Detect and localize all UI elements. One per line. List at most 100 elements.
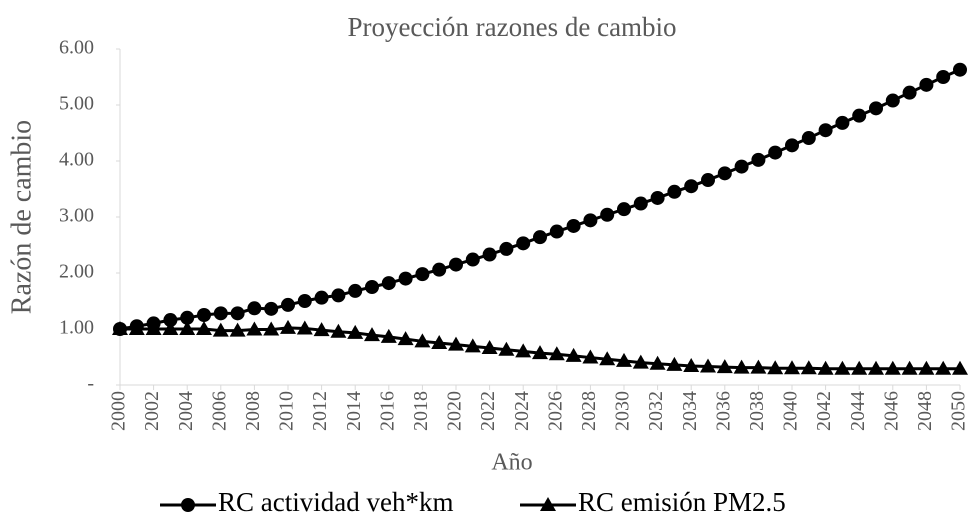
data-point xyxy=(246,321,263,336)
data-point xyxy=(381,276,396,291)
data-point xyxy=(885,93,900,108)
x-tick-label: 2046 xyxy=(880,391,902,431)
data-point xyxy=(632,354,649,369)
data-point xyxy=(280,319,296,334)
data-point xyxy=(431,335,448,349)
data-point xyxy=(347,324,364,339)
data-point xyxy=(432,262,447,277)
data-point xyxy=(179,321,196,335)
y-tick-label: 4.00 xyxy=(59,149,94,171)
data-point xyxy=(365,280,379,294)
data-point xyxy=(532,345,548,360)
data-point xyxy=(583,213,598,228)
x-tick-label: 2016 xyxy=(376,391,398,431)
data-point xyxy=(229,322,246,337)
x-tick-label: 2034 xyxy=(679,391,701,431)
data-point xyxy=(649,355,666,370)
x-tick-label: 2024 xyxy=(511,391,533,431)
data-point xyxy=(901,360,918,375)
data-point xyxy=(482,247,497,262)
data-point xyxy=(582,349,599,364)
data-point xyxy=(650,190,665,205)
data-point xyxy=(750,359,767,374)
data-point xyxy=(599,351,616,366)
data-point xyxy=(734,159,749,174)
data-point xyxy=(869,101,883,116)
data-point xyxy=(549,224,564,239)
data-point xyxy=(566,218,581,233)
x-tick-label: 2010 xyxy=(276,391,298,431)
data-point xyxy=(414,333,431,348)
x-tick-label: 2044 xyxy=(847,391,869,431)
data-point xyxy=(162,321,179,335)
data-point xyxy=(297,294,312,308)
data-point xyxy=(952,360,968,375)
data-point xyxy=(600,207,615,222)
legend-label: RC actividad veh*km xyxy=(218,487,453,517)
x-tick-label: 2028 xyxy=(578,391,600,431)
data-point xyxy=(918,360,935,375)
data-point xyxy=(197,308,211,322)
x-tick-label: 2050 xyxy=(948,391,970,431)
x-tick-label: 2006 xyxy=(208,391,230,431)
data-point xyxy=(196,321,212,335)
data-point xyxy=(533,230,547,245)
data-point xyxy=(398,271,413,286)
data-point xyxy=(281,297,295,312)
data-point xyxy=(449,257,463,272)
data-point xyxy=(683,357,700,372)
y-tick-label: 3.00 xyxy=(59,205,94,227)
data-point xyxy=(163,313,178,328)
data-point xyxy=(616,352,632,367)
legend-marker xyxy=(540,497,556,511)
data-point xyxy=(112,321,128,335)
x-tick-label: 2040 xyxy=(780,391,802,431)
x-tick-label: 2020 xyxy=(444,391,466,431)
data-point xyxy=(935,360,952,375)
data-point xyxy=(953,62,967,77)
data-point xyxy=(499,241,514,256)
data-point xyxy=(296,320,313,335)
x-tick-label: 2022 xyxy=(477,391,499,431)
data-point xyxy=(835,115,850,130)
data-point xyxy=(448,336,464,351)
data-point xyxy=(415,267,430,282)
data-point xyxy=(465,252,480,267)
data-point xyxy=(263,321,280,336)
data-point xyxy=(548,346,565,361)
data-point xyxy=(515,343,532,358)
data-point xyxy=(684,179,699,194)
data-point xyxy=(767,360,784,375)
data-point xyxy=(617,202,631,217)
data-point xyxy=(800,360,817,375)
data-point xyxy=(834,360,851,375)
data-point xyxy=(230,306,245,321)
x-tick-label: 2048 xyxy=(914,391,936,431)
y-axis-label: Razón de cambio xyxy=(6,120,37,314)
data-point xyxy=(801,131,816,146)
y-tick-label: 1.00 xyxy=(59,317,94,339)
x-tick-label: 2000 xyxy=(108,391,130,431)
legend-marker xyxy=(181,498,195,512)
x-tick-label: 2042 xyxy=(813,391,835,431)
data-point xyxy=(498,341,515,356)
data-point xyxy=(716,359,733,374)
x-tick-label: 2030 xyxy=(612,391,634,431)
x-tick-label: 2014 xyxy=(343,391,365,431)
data-point xyxy=(768,145,783,160)
data-point xyxy=(818,123,833,138)
data-point xyxy=(264,301,279,316)
data-point xyxy=(667,184,682,199)
data-point xyxy=(851,360,868,375)
x-tick-label: 2018 xyxy=(410,391,432,431)
data-point xyxy=(330,323,347,338)
data-point xyxy=(313,322,330,337)
data-point xyxy=(128,321,145,335)
x-tick-label: 2038 xyxy=(746,391,768,431)
chart-title: Proyección razones de cambio xyxy=(347,12,676,42)
data-point xyxy=(701,173,715,188)
data-point xyxy=(700,358,716,373)
x-axis-label: Año xyxy=(491,450,532,476)
data-point xyxy=(751,152,766,167)
